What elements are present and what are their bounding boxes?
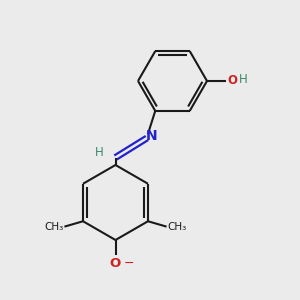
Text: H: H [239,73,248,86]
Text: −: − [124,256,134,269]
Text: CH₃: CH₃ [44,222,63,232]
Text: O: O [228,74,238,87]
Text: O: O [110,257,121,270]
Text: CH₃: CH₃ [168,222,187,232]
Text: H: H [95,146,104,159]
Text: N: N [146,130,157,143]
